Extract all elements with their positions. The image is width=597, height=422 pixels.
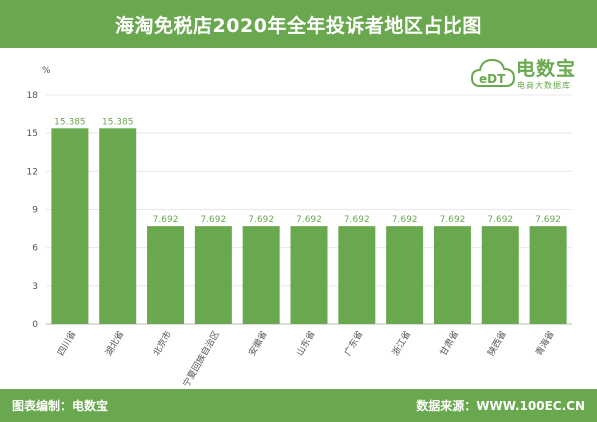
data-label: 7.692 <box>200 215 226 225</box>
footer-bar: 图表编制：电数宝 数据来源：WWW.100EC.CN <box>0 389 597 422</box>
logo-name: 电数宝 <box>516 58 577 80</box>
data-label: 15.385 <box>102 117 134 127</box>
category-label: 浙江省 <box>389 329 413 358</box>
y-tick-label: 0 <box>32 320 38 330</box>
bar <box>290 226 328 324</box>
y-tick-label: 18 <box>27 91 39 101</box>
bars <box>51 128 567 324</box>
category-label: 甘肃省 <box>437 329 461 358</box>
category-label: 广东省 <box>342 329 366 358</box>
data-label: 15.385 <box>54 117 86 127</box>
y-tick-label: 9 <box>32 206 38 216</box>
bar <box>99 128 137 324</box>
brand-logo: eDT 电数宝 电商大数据库 <box>470 52 590 94</box>
title-bar: 海淘免税店2020年全年投诉者地区占比图 <box>0 0 597 48</box>
y-tick-label: 6 <box>32 244 38 254</box>
category-label: 安徽省 <box>246 329 270 358</box>
bar <box>194 226 232 324</box>
bar <box>51 128 89 324</box>
bar <box>386 226 424 324</box>
y-tick-label: 15 <box>27 129 38 139</box>
bar <box>338 226 376 324</box>
data-label: 7.692 <box>344 215 370 225</box>
logo-subtitle: 电商大数据库 <box>517 81 571 90</box>
category-label: 陕西省 <box>485 328 509 357</box>
category-label: 宁夏回族自治区 <box>180 329 222 390</box>
bar <box>481 226 519 324</box>
bar <box>433 226 471 324</box>
data-label: 7.692 <box>487 215 513 225</box>
cloud-logo-icon: eDT <box>470 58 516 87</box>
category-label: 四川省 <box>55 329 79 358</box>
data-label: 7.692 <box>535 215 561 225</box>
bar-chart: 0 3 6 9 12 15 18 15.385 15.385 7.692 7.692 7.692 7.… <box>27 91 572 389</box>
footer-credit: 图表编制：电数宝 <box>12 399 109 413</box>
bar <box>529 226 567 324</box>
chart-title: 海淘免税店2020年全年投诉者地区占比图 <box>115 14 482 37</box>
category-label: 北京市 <box>150 329 174 358</box>
category-labels: 四川省 湖北省 北京市 宁夏回族自治区 安徽省 山东省 广东省 浙江省 甘肃省 陕西省 青海省 <box>55 328 557 389</box>
data-label: 7.692 <box>153 215 179 225</box>
data-label: 7.692 <box>296 215 322 225</box>
category-label: 山东省 <box>294 329 318 358</box>
value-labels: 15.385 15.385 7.692 7.692 7.692 7.692 7.692 7.6… <box>54 117 561 225</box>
bar <box>242 226 280 324</box>
y-tick-label: 12 <box>27 167 38 177</box>
y-axis-ticks: 0 3 6 9 12 15 18 <box>27 91 39 330</box>
category-label: 青海省 <box>533 329 557 358</box>
y-tick-label: 3 <box>32 282 38 292</box>
data-label: 7.692 <box>392 215 418 225</box>
category-label: 湖北省 <box>102 329 126 358</box>
data-label: 7.692 <box>248 215 274 225</box>
data-label: 7.692 <box>440 215 466 225</box>
logo-mark: eDT <box>479 72 506 86</box>
footer-source: 数据来源：WWW.100EC.CN <box>416 399 585 413</box>
bar <box>147 226 185 324</box>
y-axis-unit: % <box>42 66 51 76</box>
